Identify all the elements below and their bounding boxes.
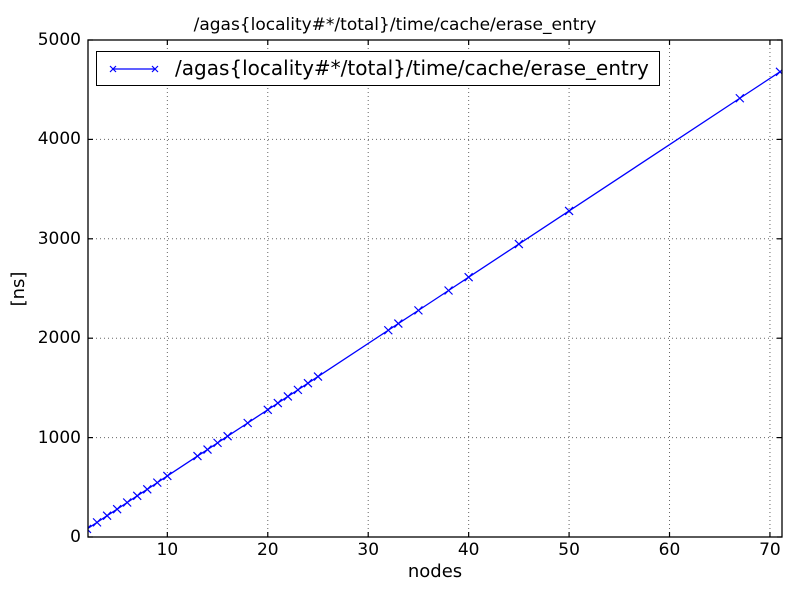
x-tick-label: 70 [759, 540, 781, 560]
y-axis-label: [ns] [8, 271, 29, 307]
x-tick-label: 10 [156, 540, 179, 560]
legend-label: /agas{locality#*/total}/time/cache/erase… [175, 56, 649, 80]
grid-lines [88, 39, 782, 537]
x-tick-label: 50 [558, 540, 580, 560]
x-tick-label: 60 [658, 540, 681, 560]
x-axis-label: nodes [407, 561, 463, 582]
chart-title: /agas{locality#*/total}/time/cache/erase… [193, 15, 597, 35]
y-tick-label: 1000 [37, 427, 81, 448]
x-tick-label: 40 [457, 540, 480, 560]
data-line [88, 71, 781, 530]
y-tick-label: 4000 [37, 129, 81, 150]
axes-border [87, 39, 783, 538]
tick-marks [88, 39, 782, 538]
y-tick-label: 2000 [37, 328, 81, 349]
legend-line-marker-icon [109, 65, 159, 72]
legend: /agas{locality#*/total}/time/cache/erase… [96, 51, 660, 86]
y-tick-label: 3000 [37, 228, 81, 249]
data-markers [88, 67, 782, 534]
data-series [88, 67, 782, 534]
y-tick-label: 0 [70, 527, 81, 547]
y-tick-label: 5000 [37, 30, 81, 50]
x-tick-label: 20 [256, 540, 279, 560]
x-tick-label: 30 [357, 540, 380, 560]
